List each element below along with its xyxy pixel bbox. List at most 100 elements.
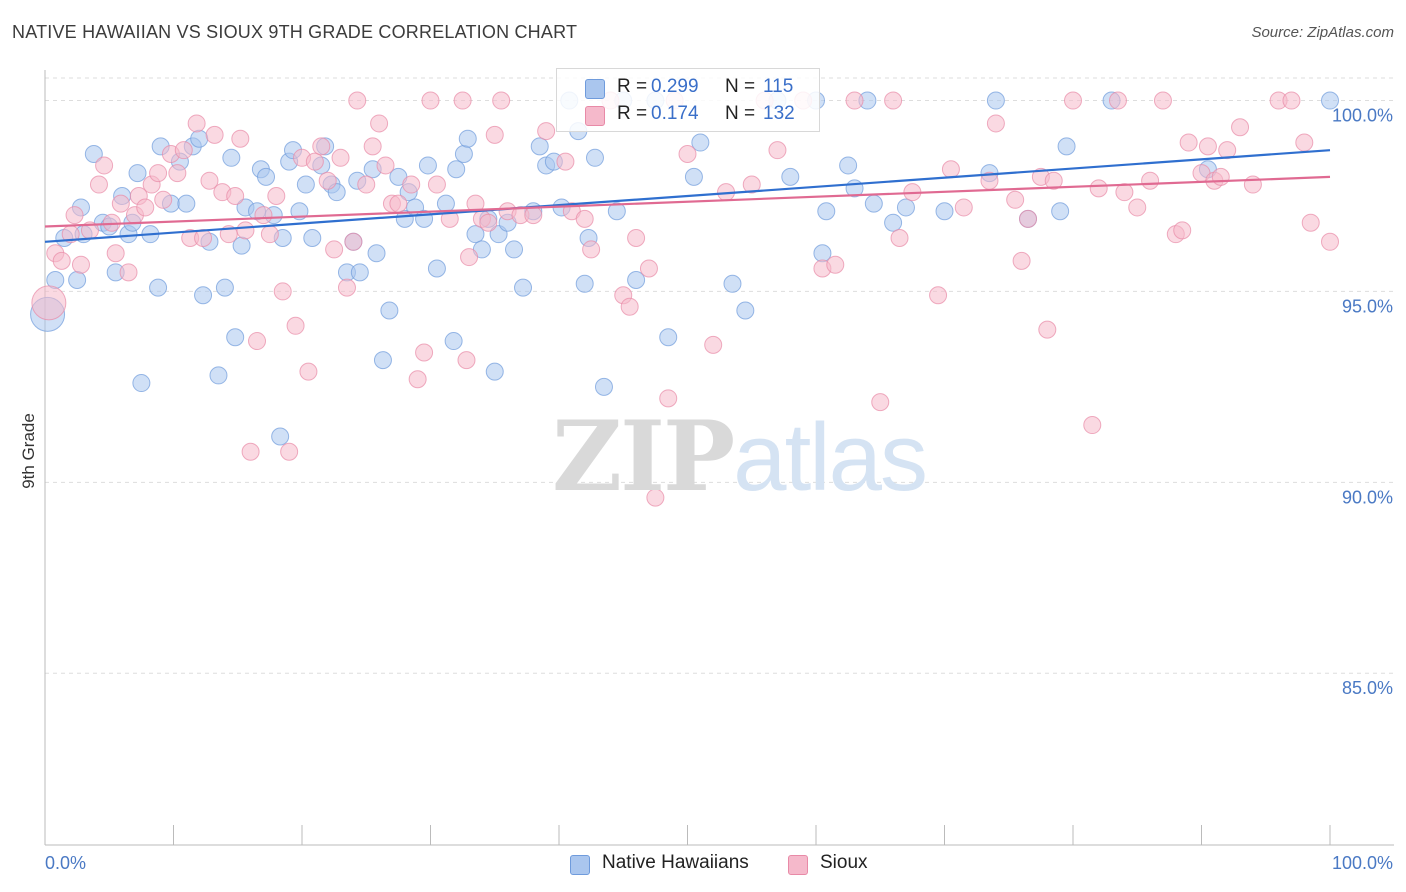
sioux-point xyxy=(337,278,356,297)
sioux-point xyxy=(136,198,155,217)
native-hawaiian-point xyxy=(257,167,276,186)
sioux-point xyxy=(149,164,168,183)
native-hawaiian-point xyxy=(149,278,168,297)
sioux-point xyxy=(363,137,382,156)
grid-lines xyxy=(45,77,1394,674)
sioux-trend-line xyxy=(44,175,1331,228)
sioux-point xyxy=(1295,133,1314,152)
native-hawaiian-point xyxy=(736,301,755,320)
native-hawaiian-point xyxy=(132,374,151,393)
sioux-point xyxy=(954,198,973,217)
sioux-point xyxy=(986,114,1005,133)
sioux-point xyxy=(627,228,646,247)
legend-r-label: R = xyxy=(617,76,648,97)
sioux-point xyxy=(357,175,376,194)
chart-title: NATIVE HAWAIIAN VS SIOUX 9TH GRADE CORRE… xyxy=(12,22,578,42)
legend-n-value: 115 xyxy=(763,76,794,97)
axes xyxy=(44,70,1394,846)
sioux-point xyxy=(231,129,250,148)
sioux-point xyxy=(1128,198,1147,217)
sioux-point xyxy=(154,190,173,209)
native-hawaiian-point xyxy=(177,194,196,213)
legend-r-value: 0.174 xyxy=(651,103,699,124)
sioux-point xyxy=(421,91,440,110)
sioux-point xyxy=(254,206,273,225)
native-hawaiian-point xyxy=(627,270,646,289)
sioux-point xyxy=(348,91,367,110)
sioux-point xyxy=(1012,251,1031,270)
sioux-point xyxy=(1211,167,1230,186)
sioux-point xyxy=(575,209,594,228)
native-hawaiian-point xyxy=(514,278,533,297)
native-hawaiian-point xyxy=(190,129,209,148)
native-hawaiian-point xyxy=(84,144,103,163)
trend-lines xyxy=(44,149,1331,243)
sioux-point xyxy=(1321,232,1339,251)
source-credit: Source: ZipAtlas.com xyxy=(1251,24,1394,41)
sioux-point xyxy=(325,240,344,259)
sioux-point xyxy=(174,141,193,160)
sioux-point xyxy=(31,285,67,321)
sioux-point xyxy=(537,122,556,141)
native-hawaiian-point xyxy=(395,209,414,228)
sioux-point xyxy=(248,332,267,351)
native-hawaiian-point xyxy=(986,91,1005,110)
sioux-point xyxy=(200,171,219,190)
native-hawaiian-point xyxy=(864,194,883,213)
native-hawaiian-point xyxy=(427,259,446,278)
legend-swatch-pink xyxy=(585,106,605,126)
sioux-point xyxy=(299,362,318,381)
y-tick-label: 95.0% xyxy=(1342,296,1393,316)
legend-label: Native Hawaiians xyxy=(602,852,749,873)
sioux-point xyxy=(1231,118,1250,137)
sioux-point xyxy=(226,186,245,205)
native-hawaiian-point xyxy=(222,148,241,167)
legend-swatch-pink xyxy=(788,855,808,875)
sioux-point xyxy=(742,175,761,194)
sioux-point xyxy=(768,141,787,160)
sioux-point xyxy=(370,114,389,133)
sioux-point xyxy=(89,175,108,194)
sioux-point xyxy=(95,156,114,175)
sioux-point xyxy=(1044,171,1063,190)
sioux-point xyxy=(187,114,206,133)
sioux-point xyxy=(678,144,697,163)
sioux-point xyxy=(1282,91,1301,110)
sioux-point xyxy=(871,393,890,412)
native-hawaiian-point xyxy=(839,156,858,175)
sioux-point xyxy=(620,297,639,316)
sioux-point xyxy=(402,175,421,194)
native-hawaiian-point xyxy=(1051,202,1070,221)
sioux-point xyxy=(286,316,305,335)
native-hawaiian-point xyxy=(485,362,504,381)
native-hawaiian-point xyxy=(607,202,626,221)
sioux-point xyxy=(376,156,395,175)
sioux-point xyxy=(826,255,845,274)
native-hawaiian-point xyxy=(454,144,473,163)
native-hawaiian-trend-line xyxy=(44,149,1331,243)
sioux-point xyxy=(1038,320,1057,339)
native-hawaiian-point xyxy=(209,366,228,385)
native-hawaiian-point xyxy=(447,160,466,179)
sioux-point xyxy=(318,171,337,190)
sioux-point xyxy=(845,91,864,110)
sioux-point xyxy=(1083,416,1102,435)
watermark-zip: ZIP xyxy=(552,400,735,513)
native-hawaiian-point xyxy=(817,202,836,221)
native-hawaiian-point xyxy=(659,328,678,347)
sioux-point xyxy=(1198,137,1217,156)
sioux-point xyxy=(236,221,255,240)
sioux-point xyxy=(1089,179,1108,198)
sioux-point xyxy=(890,228,909,247)
native-hawaiian-point xyxy=(884,213,903,232)
native-hawaiian-point xyxy=(691,133,710,152)
sioux-point xyxy=(119,263,138,282)
native-hawaiian-point xyxy=(350,263,369,282)
sioux-point xyxy=(267,186,286,205)
sioux-point xyxy=(884,91,903,110)
sioux-point xyxy=(492,91,511,110)
sioux-point xyxy=(1153,91,1172,110)
x-tick-label: 0.0% xyxy=(45,853,86,873)
native-hawaiian-point xyxy=(296,175,315,194)
sioux-point xyxy=(1108,91,1127,110)
